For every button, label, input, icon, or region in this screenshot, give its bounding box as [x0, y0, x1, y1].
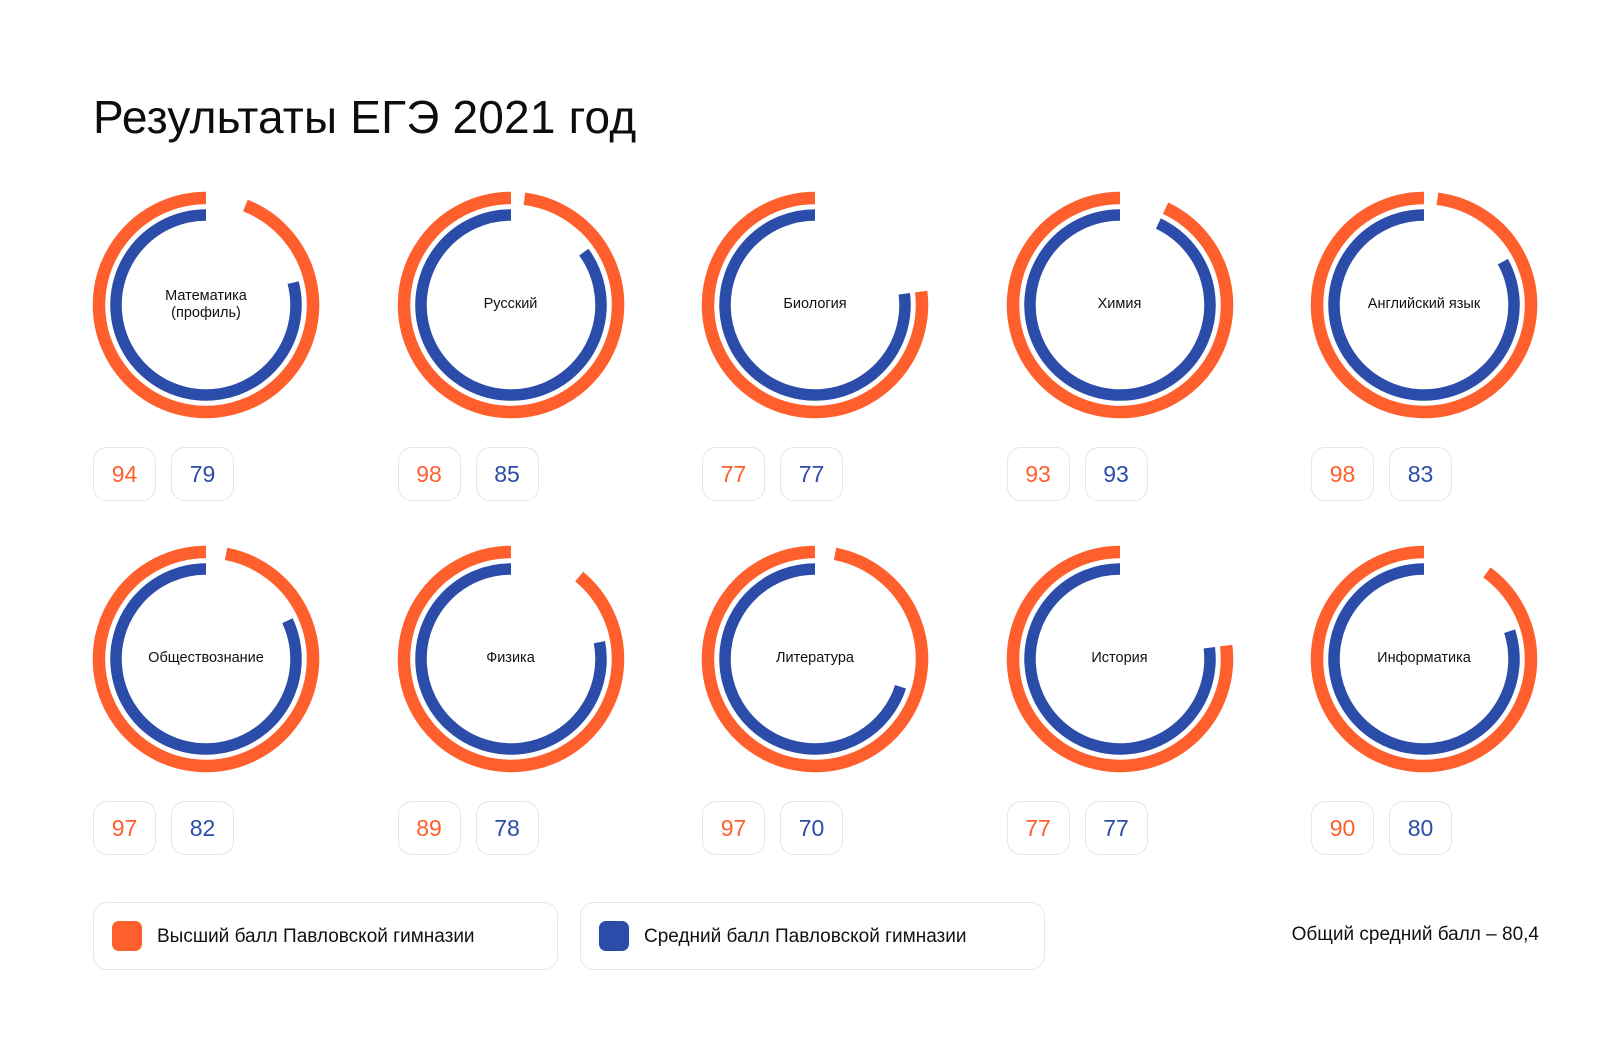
- subject-ring-chart: [397, 191, 624, 419]
- max-score-box: 98: [397, 447, 461, 501]
- avg-score-value: 70: [798, 814, 825, 841]
- max-score-box: 93: [1006, 447, 1070, 501]
- subject-card: Русский 98 85: [396, 190, 626, 502]
- max-score-arc: [701, 545, 929, 773]
- legend-item-max: Высший балл Павловской гимназии: [93, 902, 558, 970]
- subject-ring-chart: [701, 191, 929, 419]
- avg-score-arc: [719, 209, 911, 401]
- avg-score-value: 85: [494, 460, 520, 487]
- avg-score-value: 77: [798, 460, 825, 487]
- subject-label: История: [1091, 650, 1148, 667]
- avg-score-value: 79: [189, 460, 216, 487]
- subject-card: Физика 89 78: [396, 544, 626, 856]
- avg-score-value: 78: [494, 814, 520, 841]
- subject-charts: Математика (профиль) 94 79 Русский 98 85 Биоло…: [91, 190, 1539, 856]
- avg-score-box: 78: [475, 801, 539, 855]
- subject-card: Обществознание 97 82: [91, 544, 321, 856]
- max-score-box: 98: [1311, 447, 1374, 501]
- subject-label: Литература: [776, 650, 854, 667]
- max-score-box: 77: [702, 447, 765, 501]
- subject-label: Математика (профиль): [165, 287, 247, 321]
- avg-score-box: 77: [780, 447, 843, 501]
- max-score-arc: [397, 191, 624, 419]
- avg-score-arc: [1328, 209, 1520, 401]
- avg-score-arc: [110, 209, 302, 401]
- max-score-arc: [397, 545, 624, 773]
- avg-score-box: 85: [475, 447, 539, 501]
- legend-label-max: Высший балл Павловской гимназии: [157, 925, 475, 947]
- max-score-arc: [1310, 545, 1538, 773]
- subject-ring-chart: [1006, 545, 1233, 773]
- subject-card: Информатика 90 80: [1309, 544, 1539, 856]
- avg-score-value: 80: [1407, 814, 1434, 841]
- max-score-arc: [1310, 191, 1538, 419]
- avg-score-arc: [414, 563, 607, 755]
- max-score-box: 89: [397, 801, 461, 855]
- max-score-value: 98: [416, 460, 442, 487]
- max-score-value: 97: [111, 814, 138, 841]
- page-title: Результаты ЕГЭ 2021 год: [93, 91, 637, 143]
- max-score-arc: [1006, 191, 1233, 419]
- subject-label: Русский: [483, 296, 538, 313]
- max-score-arc: [92, 545, 320, 773]
- legend-swatch-avg: [599, 921, 629, 951]
- subject-card: Химия 93 93: [1005, 190, 1235, 502]
- max-score-box: 97: [702, 801, 765, 855]
- max-score-value: 97: [720, 814, 747, 841]
- avg-score-box: 77: [1084, 801, 1148, 855]
- subject-label: Информатика: [1377, 650, 1471, 667]
- avg-score-arc: [1023, 563, 1216, 755]
- max-score-value: 89: [416, 814, 442, 841]
- avg-score-value: 77: [1103, 814, 1129, 841]
- max-score-arc: [1006, 545, 1233, 773]
- max-score-value: 77: [720, 460, 747, 487]
- overall-average: Общий средний балл – 80,4: [1291, 924, 1539, 945]
- max-score-box: 94: [93, 447, 156, 501]
- max-score-box: 97: [93, 801, 156, 855]
- avg-score-arc: [1328, 563, 1520, 755]
- subject-label: Обществознание: [148, 650, 264, 667]
- avg-score-box: 93: [1084, 447, 1148, 501]
- max-score-arc: [701, 191, 929, 419]
- subject-label: Физика: [486, 650, 535, 667]
- avg-score-arc: [719, 563, 907, 755]
- subject-ring-chart: [1310, 545, 1538, 773]
- legend-item-avg: Средний балл Павловской гимназии: [580, 902, 1045, 970]
- max-score-value: 77: [1025, 814, 1051, 841]
- subject-label: Биология: [783, 296, 847, 313]
- subject-ring-chart: [701, 545, 929, 773]
- legend-swatch-max: [112, 921, 142, 951]
- max-score-box: 90: [1311, 801, 1374, 855]
- avg-score-box: 79: [171, 447, 234, 501]
- subject-ring-chart: [92, 545, 320, 773]
- avg-score-arc: [414, 209, 607, 401]
- max-score-value: 98: [1329, 460, 1356, 487]
- subject-card: Английский язык 98 83: [1309, 190, 1539, 502]
- max-score-value: 94: [111, 460, 138, 487]
- subject-ring-chart: [397, 545, 624, 773]
- max-score-value: 93: [1025, 460, 1051, 487]
- subject-label: Английский язык: [1367, 296, 1481, 313]
- subject-card: Математика (профиль) 94 79: [91, 190, 321, 502]
- max-score-arc: [92, 191, 320, 419]
- avg-score-value: 83: [1407, 460, 1434, 487]
- subject-card: Литература 97 70: [700, 544, 930, 856]
- subject-ring-chart: [1310, 191, 1538, 419]
- avg-score-value: 93: [1103, 460, 1129, 487]
- avg-score-box: 70: [780, 801, 843, 855]
- max-score-box: 77: [1006, 801, 1070, 855]
- avg-score-value: 82: [189, 814, 216, 841]
- subject-card: История 77 77: [1005, 544, 1235, 856]
- avg-score-box: 80: [1389, 801, 1452, 855]
- avg-score-box: 82: [171, 801, 234, 855]
- avg-score-arc: [110, 563, 302, 755]
- subject-label: Химия: [1097, 296, 1142, 313]
- legend-label-avg: Средний балл Павловской гимназии: [644, 925, 967, 947]
- avg-score-arc: [1023, 209, 1216, 401]
- max-score-value: 90: [1329, 814, 1356, 841]
- subject-ring-chart: [92, 191, 320, 419]
- avg-score-box: 83: [1389, 447, 1452, 501]
- subject-ring-chart: [1006, 191, 1233, 419]
- subject-card: Биология 77 77: [700, 190, 930, 502]
